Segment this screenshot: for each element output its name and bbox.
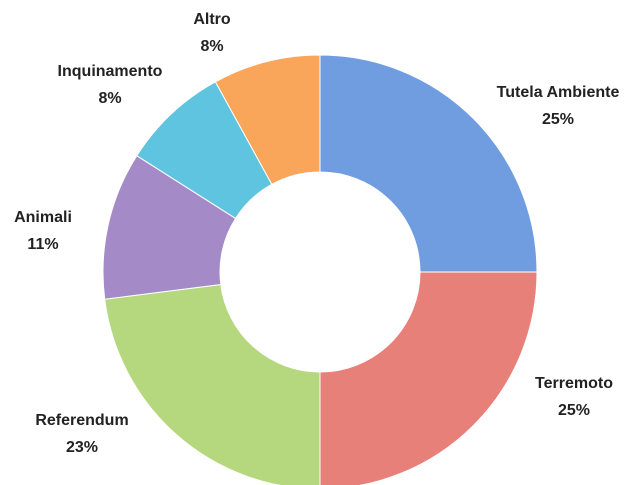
value-label: 8% [98,90,121,107]
category-label: Altro [193,11,231,28]
slice [319,271,538,485]
category-label: Terremoto [535,375,613,392]
value-label: 11% [27,236,58,253]
value-label: 8% [200,38,223,55]
category-label: Animali [14,209,72,226]
labels: Tutela Ambiente 25% Terremoto 25% Referendum… [14,11,619,456]
slice [214,54,321,186]
category-label: Inquinamento [58,63,163,80]
category-label: Tutela Ambiente [497,84,620,101]
category-label: Referendum [35,412,128,429]
slice [104,283,321,485]
slice [319,54,538,273]
value-label: 25% [558,402,590,419]
value-label: 25% [542,111,574,128]
value-label: 23% [66,439,98,456]
donut [102,54,538,485]
